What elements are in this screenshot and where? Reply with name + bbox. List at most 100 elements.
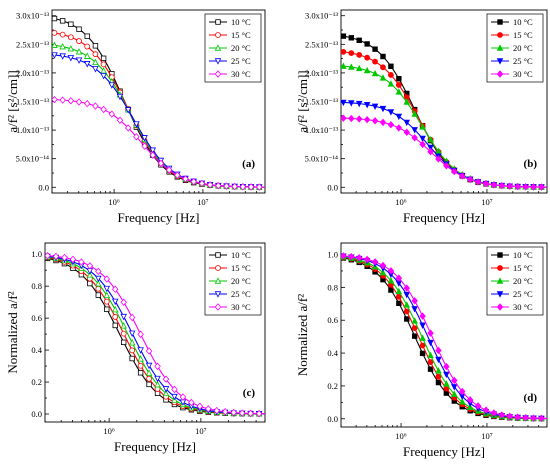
data-point bbox=[395, 293, 402, 300]
data-point bbox=[247, 409, 254, 418]
data-point bbox=[146, 381, 152, 388]
data-point bbox=[179, 393, 187, 401]
data-point bbox=[198, 179, 206, 188]
data-point bbox=[522, 183, 529, 191]
data-point bbox=[404, 316, 410, 322]
data-point bbox=[403, 128, 410, 136]
data-point bbox=[137, 330, 144, 338]
data-point bbox=[348, 252, 355, 261]
data-point bbox=[348, 63, 355, 70]
plot-area bbox=[45, 251, 265, 418]
data-point bbox=[111, 298, 119, 306]
data-point bbox=[443, 162, 450, 170]
data-point bbox=[363, 115, 371, 124]
y-tick-label: 3.0x10⁻¹³ bbox=[16, 11, 49, 21]
data-point bbox=[83, 99, 91, 108]
legend-label: 15 °C bbox=[513, 263, 533, 273]
data-point bbox=[205, 405, 212, 413]
data-point bbox=[396, 76, 402, 82]
data-point bbox=[255, 409, 263, 418]
data-point bbox=[103, 275, 110, 283]
data-point bbox=[124, 107, 132, 114]
data-point bbox=[108, 82, 116, 89]
data-point bbox=[355, 64, 363, 72]
data-point bbox=[427, 366, 434, 372]
legend-marker bbox=[497, 32, 503, 38]
data-point bbox=[341, 33, 347, 39]
legend-marker bbox=[497, 19, 503, 25]
data-point bbox=[247, 183, 255, 191]
data-point bbox=[403, 291, 411, 299]
data-point bbox=[124, 124, 132, 132]
data-point bbox=[154, 375, 161, 383]
data-point bbox=[419, 350, 426, 357]
data-point bbox=[100, 67, 107, 74]
data-point bbox=[474, 402, 482, 410]
data-point bbox=[100, 55, 107, 62]
legend-label: 20 °C bbox=[513, 43, 533, 53]
legend-label: 10 °C bbox=[231, 250, 251, 260]
legend: 10 °C 15 °C 20 °C 25 °C 30 °C bbox=[204, 246, 262, 316]
data-point bbox=[67, 45, 75, 52]
data-point bbox=[387, 267, 395, 275]
data-point bbox=[165, 166, 173, 174]
y-tick-label: 1.5x10⁻¹³ bbox=[16, 97, 49, 107]
data-point bbox=[137, 362, 144, 369]
panel-label: (b) bbox=[524, 158, 538, 170]
data-point bbox=[388, 63, 394, 69]
y-tick-label: 3.0x10⁻¹³ bbox=[305, 11, 338, 21]
data-point bbox=[356, 52, 363, 58]
data-point bbox=[154, 362, 161, 370]
series-line bbox=[341, 101, 547, 188]
data-point bbox=[514, 413, 521, 421]
data-point bbox=[182, 175, 189, 183]
data-point bbox=[522, 413, 529, 422]
data-point bbox=[111, 305, 119, 313]
data-point bbox=[341, 48, 347, 55]
y-tick-label: 5.0x10⁻¹⁴ bbox=[305, 154, 338, 164]
legend-marker bbox=[214, 70, 222, 78]
data-point bbox=[95, 292, 102, 298]
data-point bbox=[129, 347, 136, 354]
data-point bbox=[348, 35, 354, 41]
data-point bbox=[67, 55, 75, 62]
legend-marker bbox=[496, 291, 504, 298]
data-point bbox=[239, 183, 247, 191]
legend-label: 15 °C bbox=[513, 30, 533, 40]
data-point bbox=[364, 54, 371, 61]
data-point bbox=[363, 255, 371, 264]
data-point bbox=[348, 100, 355, 107]
x-tick-label: 10⁶ bbox=[108, 197, 120, 207]
data-point bbox=[435, 155, 442, 163]
data-point bbox=[61, 253, 68, 262]
data-point bbox=[443, 380, 450, 387]
data-point bbox=[95, 267, 102, 276]
data-point bbox=[371, 117, 379, 125]
series-line bbox=[52, 98, 265, 188]
data-point bbox=[451, 390, 458, 397]
data-point bbox=[498, 181, 506, 190]
data-point bbox=[474, 178, 482, 186]
x-tick-label: 10⁶ bbox=[103, 426, 115, 436]
data-point bbox=[196, 402, 204, 410]
y-axis-title: a/f² [s²/cm]] bbox=[5, 70, 20, 132]
y-tick-label: 5.0x10⁻¹⁴ bbox=[16, 154, 49, 164]
y-tick-label: 0.0 bbox=[31, 409, 42, 419]
legend-label: 30 °C bbox=[231, 302, 251, 312]
chart-panel-d: 10⁶ 10⁷ 0.0 0.2 0.4 0.6 0.8 1.0 Frequency [Hz] No… bbox=[295, 242, 548, 459]
data-point bbox=[92, 66, 99, 73]
data-point bbox=[108, 110, 116, 118]
data-point bbox=[435, 379, 442, 386]
data-point bbox=[112, 285, 119, 293]
x-tick-label: 10⁷ bbox=[197, 197, 209, 207]
data-point bbox=[112, 314, 119, 320]
data-point bbox=[419, 140, 426, 149]
data-point bbox=[435, 346, 442, 355]
data-point bbox=[482, 179, 490, 188]
data-point bbox=[59, 53, 66, 60]
legend: 10 °C 15 °C 20 °C 25 °C 30 °C bbox=[486, 246, 544, 316]
x-axis-title: Frequency [Hz] bbox=[403, 210, 485, 225]
legend-marker bbox=[214, 291, 222, 298]
chart-panel-c: 10⁶ 10⁷ 0.0 0.2 0.4 0.6 0.8 1.0 Frequency [Hz] No… bbox=[5, 242, 266, 454]
data-point bbox=[435, 373, 442, 380]
